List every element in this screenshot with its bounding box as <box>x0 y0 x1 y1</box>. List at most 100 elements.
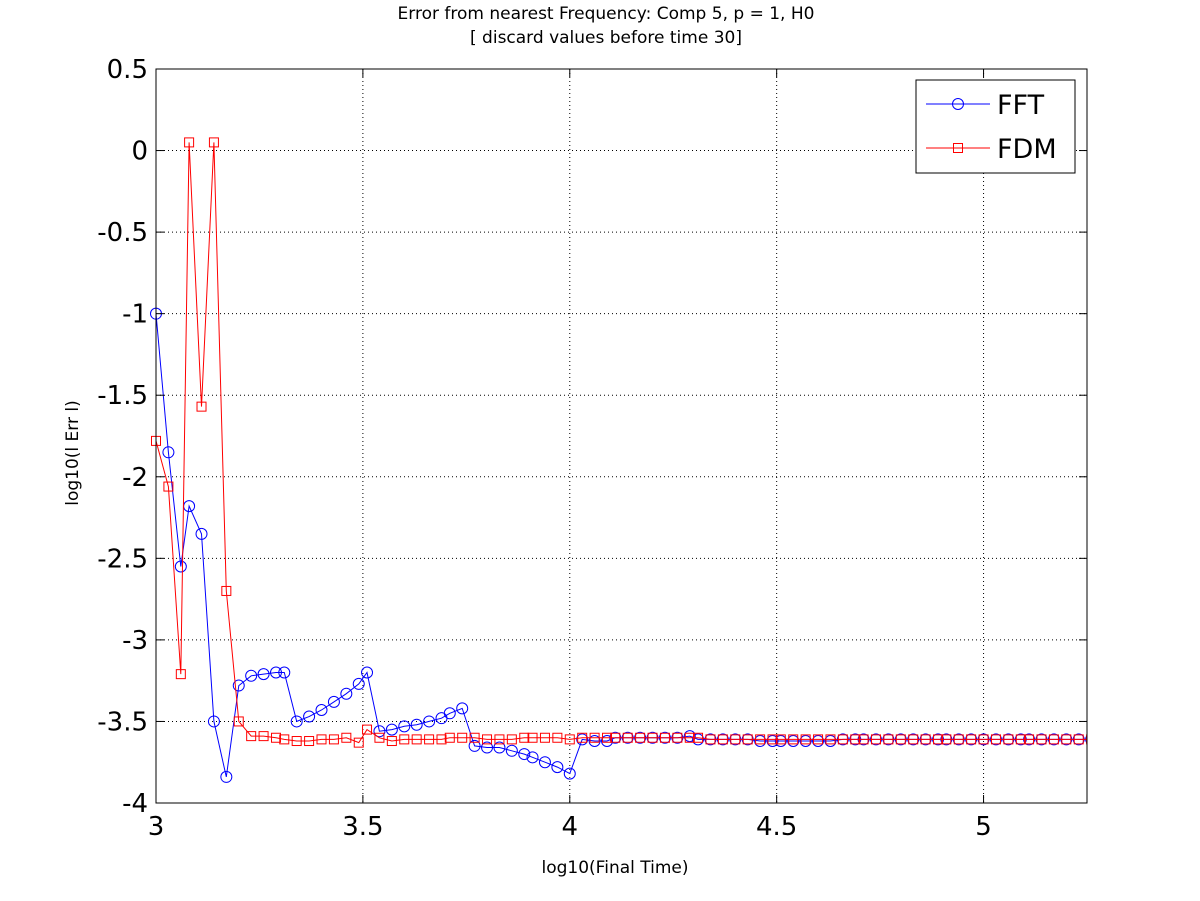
data-point-fdm <box>163 481 174 492</box>
data-point-fdm <box>813 734 824 745</box>
chart-title: Error from nearest Frequency: Comp 5, p … <box>398 4 815 24</box>
data-point-fdm <box>788 734 799 745</box>
data-point-fdm <box>506 734 517 745</box>
data-point-fdm <box>527 732 538 743</box>
data-point-fdm <box>920 734 931 745</box>
data-point-fdm <box>1024 734 1035 745</box>
data-point-fft <box>207 715 220 728</box>
data-point-fdm <box>411 734 422 745</box>
data-point-fft <box>601 735 614 748</box>
data-point-fdm <box>362 724 373 735</box>
data-point-fft <box>352 677 365 690</box>
y-tick-label: -0.5 <box>97 218 148 248</box>
data-point-fdm <box>850 734 861 745</box>
data-point-fdm <box>1003 734 1014 745</box>
data-point-fdm <box>184 137 195 148</box>
data-point-fft <box>468 739 481 752</box>
legend: FFT FDM <box>915 79 1076 174</box>
x-tick-label: 3 <box>148 812 165 842</box>
x-axis-label: log10(Final Time) <box>542 858 689 878</box>
data-point-fft <box>410 718 423 731</box>
data-point-fdm <box>953 734 964 745</box>
data-point-fft <box>588 735 601 748</box>
data-point-fft <box>232 679 245 692</box>
data-point-fft <box>766 735 779 748</box>
data-point-fft <box>290 715 303 728</box>
data-point-fdm <box>610 732 621 743</box>
data-point-fdm <box>990 734 1001 745</box>
data-point-fdm <box>291 736 302 747</box>
data-point-fdm <box>730 734 741 745</box>
data-point-fft <box>754 735 767 748</box>
data-point-fft <box>278 666 291 679</box>
data-point-fft <box>385 723 398 736</box>
data-point-fdm <box>233 716 244 727</box>
data-point-fdm <box>270 732 281 743</box>
y-tick-label: -3 <box>122 626 148 656</box>
chart-subtitle: [ discard values before time 30] <box>470 28 742 48</box>
data-point-fdm <box>755 734 766 745</box>
data-point-fdm <box>386 736 397 747</box>
data-point-fdm <box>837 734 848 745</box>
data-point-fft <box>162 446 175 459</box>
data-point-fft <box>799 735 812 748</box>
legend-box <box>915 79 1076 174</box>
data-point-fdm <box>564 734 575 745</box>
series-layer <box>150 137 1087 783</box>
data-point-fft <box>538 756 551 769</box>
data-point-fdm <box>552 732 563 743</box>
y-tick-label: 0 <box>131 137 148 167</box>
data-point-fdm <box>469 732 480 743</box>
data-point-fft <box>692 733 705 746</box>
data-point-fdm <box>684 732 695 743</box>
data-point-fft <box>493 741 506 754</box>
data-point-fft <box>373 725 386 738</box>
data-point-fdm <box>883 734 894 745</box>
data-point-fdm <box>693 732 704 743</box>
data-point-fft <box>812 735 825 748</box>
data-point-fft <box>220 770 233 783</box>
data-point-fdm <box>539 732 550 743</box>
data-point-fft <box>443 707 456 720</box>
data-point-fdm <box>870 734 881 745</box>
data-point-fdm <box>775 734 786 745</box>
data-point-fdm <box>374 732 385 743</box>
legend-label-fft: FFT <box>997 90 1045 121</box>
data-point-fdm <box>482 734 493 745</box>
legend-marker-fft <box>952 98 964 110</box>
data-point-fdm <box>742 734 753 745</box>
data-point-fdm <box>589 732 600 743</box>
data-point-fdm <box>258 731 269 742</box>
data-point-fft <box>327 695 340 708</box>
data-point-fdm <box>304 736 315 747</box>
data-point-fdm <box>647 732 658 743</box>
series-fdm <box>151 137 1087 748</box>
data-point-fft <box>774 735 787 748</box>
axis-ticks: 3 3.5 4 4.5 5 0.5 0 -0.5 -1 -1.5 -2 -2.5 -3 -3.5 -4 <box>97 55 1087 842</box>
data-point-fdm <box>966 734 977 745</box>
data-point-fft <box>303 710 316 723</box>
data-point-fdm <box>436 734 447 745</box>
data-point-fft <box>245 669 258 682</box>
data-point-fft <box>505 744 518 757</box>
data-point-fdm <box>858 734 869 745</box>
data-point-fdm <box>246 731 257 742</box>
data-point-fdm <box>978 734 989 745</box>
series-line-fdm <box>155 142 1087 744</box>
data-point-fft <box>423 715 436 728</box>
data-point-fft <box>269 666 282 679</box>
legend-label-fdm: FDM <box>997 134 1057 165</box>
plot-area <box>156 69 1087 803</box>
data-point-fft <box>257 668 270 681</box>
data-point-fft <box>551 761 564 774</box>
data-point-fdm <box>208 137 219 148</box>
data-point-fft <box>683 730 696 743</box>
data-point-fdm <box>1061 734 1072 745</box>
legend-marker-fdm <box>953 143 963 153</box>
data-point-fdm <box>444 732 455 743</box>
data-point-fdm <box>577 732 588 743</box>
data-point-fdm <box>895 734 906 745</box>
data-point-fdm <box>1073 734 1084 745</box>
data-point-fdm <box>279 734 290 745</box>
data-point-fdm <box>457 732 468 743</box>
